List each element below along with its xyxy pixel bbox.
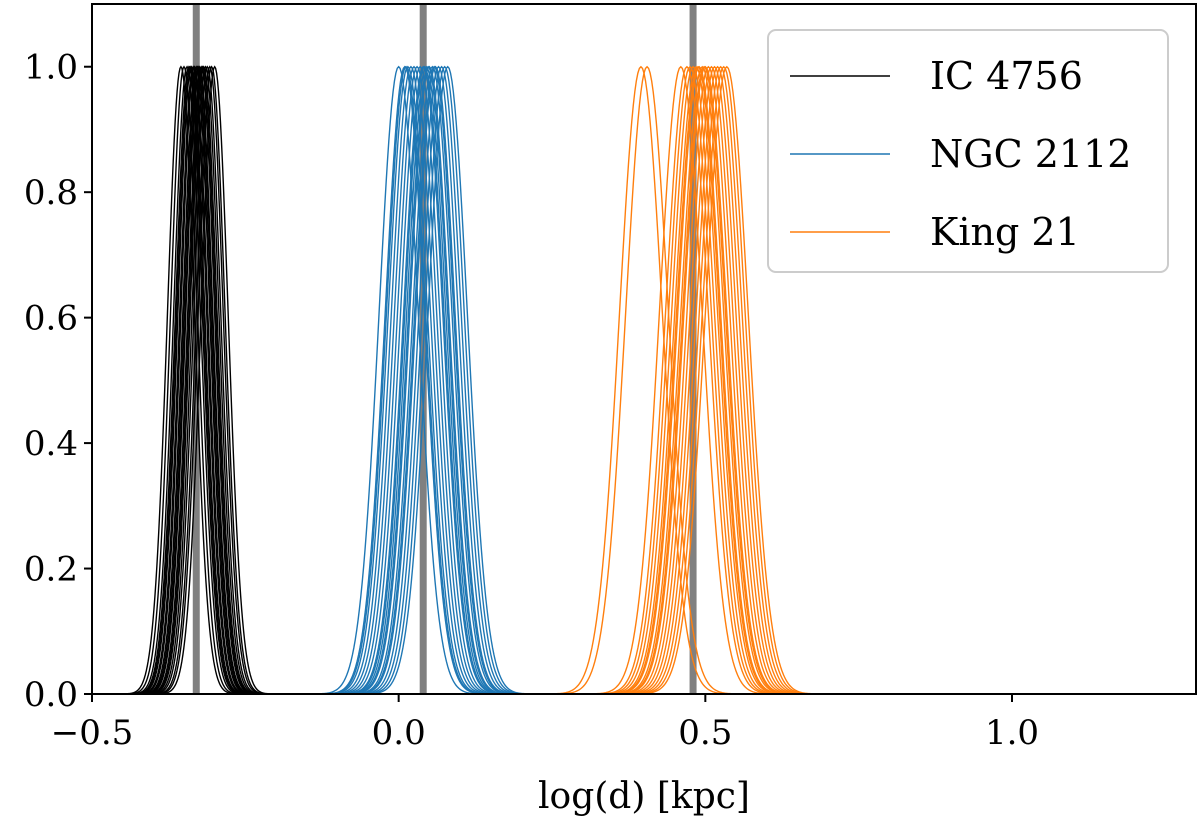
series-1-curve-18 [307, 65, 505, 694]
y-axis-ticks: 0.0 0.2 0.4 0.6 0.8 1.0 [24, 48, 92, 715]
legend-label-0: IC 4756 [930, 54, 1083, 98]
series-1-curve-14 [340, 65, 537, 694]
legend-box [767, 29, 1169, 273]
series-2-curve-15 [616, 65, 832, 694]
series-2-curve-2 [573, 65, 789, 694]
series-2-curve-5 [585, 65, 801, 694]
series-1-curves [300, 65, 546, 694]
series-1-curve-4 [315, 65, 513, 694]
series-1-curve-0 [300, 65, 497, 694]
series-2-curve-14 [613, 65, 828, 694]
series-1-curve-16 [346, 65, 543, 694]
series-2-curve-10 [601, 65, 816, 694]
series-0-curve-0 [113, 65, 249, 694]
series-curves [113, 65, 835, 694]
x-tick-label-1: 0.0 [372, 713, 426, 753]
series-1-curve-3 [312, 65, 510, 694]
series-2-curve-3 [579, 65, 795, 694]
plot-frame [91, 3, 1197, 695]
x-axis-ticks: −0.5 0.0 0.5 1.0 [51, 694, 1039, 753]
y-tick-label-2: 0.4 [24, 424, 78, 464]
series-0-curve-16 [144, 65, 280, 694]
x-axis-title: log(d) [kpc] [538, 776, 750, 817]
series-0-curve-14 [139, 65, 275, 694]
series-0-curve-17 [147, 65, 283, 694]
y-tick-label-0: 0.0 [24, 675, 78, 715]
series-1-curve-6 [322, 65, 519, 694]
series-0-curve-18 [122, 65, 258, 694]
legend: IC 4756 NGC 2112 King 21 [767, 29, 1169, 273]
series-1-curve-5 [318, 65, 516, 694]
series-2-curve-4 [582, 65, 798, 694]
series-1-curve-13 [337, 65, 534, 694]
series-1-curve-19 [329, 65, 527, 694]
series-0-curve-15 [142, 65, 278, 694]
series-0-curve-19 [131, 65, 267, 694]
y-tick-label-4: 0.8 [24, 173, 78, 213]
series-0-curve-6 [126, 65, 262, 694]
series-2-curve-1 [539, 65, 755, 694]
series-2-curve-11 [604, 65, 819, 694]
y-tick-label-1: 0.2 [24, 550, 78, 590]
series-1-curve-11 [334, 65, 531, 694]
series-2-curve-16 [619, 65, 835, 694]
x-tick-label-0: −0.5 [51, 713, 134, 753]
series-0-curve-13 [138, 65, 273, 694]
series-0-curve-1 [116, 65, 252, 694]
series-0-curve-2 [119, 65, 255, 694]
y-tick-label-5: 1.0 [24, 48, 78, 88]
series-2-curve-13 [610, 65, 825, 694]
series-0-curve-12 [136, 65, 272, 694]
x-tick-label-3: 1.0 [985, 713, 1039, 753]
legend-label-2: King 21 [930, 210, 1080, 254]
series-0-curves [113, 65, 283, 694]
series-1-curve-17 [349, 65, 546, 694]
x-tick-label-2: 0.5 [678, 713, 732, 753]
y-tick-label-3: 0.6 [24, 299, 78, 339]
series-2-curves [533, 65, 835, 694]
legend-label-1: NGC 2112 [930, 132, 1131, 176]
series-1-curve-15 [343, 65, 540, 694]
series-2-curve-17 [590, 65, 806, 694]
series-2-curve-0 [533, 65, 749, 694]
series-2-curve-18 [596, 65, 812, 694]
series-2-curve-12 [607, 65, 822, 694]
